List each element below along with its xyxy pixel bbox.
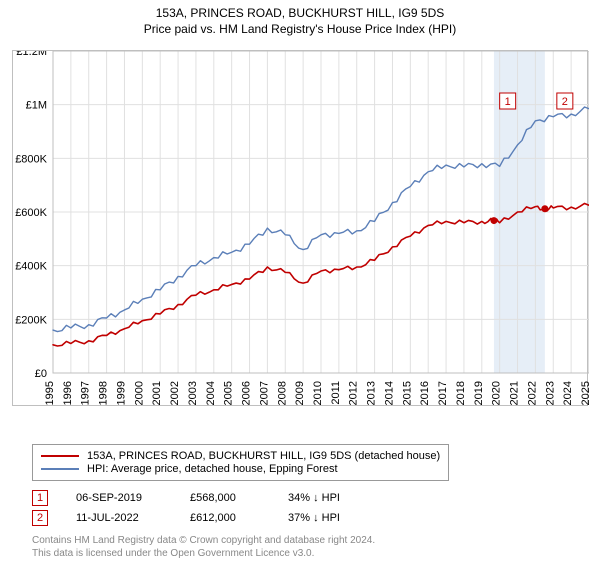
page-subtitle: Price paid vs. HM Land Registry's House … [0,22,600,36]
svg-text:2001: 2001 [151,381,163,405]
svg-text:1997: 1997 [80,381,92,405]
svg-text:2020: 2020 [491,381,503,405]
legend-row: HPI: Average price, detached house, Eppi… [41,463,440,475]
svg-text:2011: 2011 [330,381,342,405]
chart-container: 153A, PRINCES ROAD, BUCKHURST HILL, IG9 … [0,6,600,566]
svg-text:2021: 2021 [509,381,521,405]
svg-text:2016: 2016 [419,381,431,405]
svg-text:2005: 2005 [223,381,235,405]
legend-label: HPI: Average price, detached house, Eppi… [87,463,338,475]
svg-text:1995: 1995 [44,381,56,405]
svg-text:£1M: £1M [26,100,47,112]
transaction-marker: 1 [32,490,48,506]
svg-text:£400K: £400K [15,261,47,273]
transaction-row: 2 11-JUL-2022 £612,000 37% ↓ HPI [32,510,358,526]
chart-svg: £0 £200K £400K £600K £800K £1M £1.2M 1995 1996 19… [13,51,589,407]
svg-text:2002: 2002 [169,381,181,405]
transactions-table: 1 06-SEP-2019 £568,000 34% ↓ HPI 2 11-JUL-202… [32,486,358,530]
credits-line2: This data is licensed under the Open Gov… [32,547,375,560]
transaction-date: 11-JUL-2022 [76,512,162,524]
svg-text:1: 1 [505,96,511,108]
transaction-marker: 2 [32,510,48,526]
transaction-date: 06-SEP-2019 [76,492,162,504]
legend-label: 153A, PRINCES ROAD, BUCKHURST HILL, IG9 … [87,450,440,462]
svg-text:2022: 2022 [526,381,538,405]
legend-swatch [41,455,79,457]
credits-text: Contains HM Land Registry data © Crown c… [32,534,375,560]
transaction-delta: 37% ↓ HPI [288,512,358,524]
svg-text:1996: 1996 [62,381,74,405]
svg-text:£200K: £200K [15,314,47,326]
transaction-price: £612,000 [190,512,260,524]
svg-text:2004: 2004 [205,381,217,405]
svg-text:£600K: £600K [15,207,47,219]
svg-text:2019: 2019 [473,381,485,405]
svg-text:1998: 1998 [98,381,110,405]
transaction-row: 1 06-SEP-2019 £568,000 34% ↓ HPI [32,490,358,506]
svg-text:2010: 2010 [312,381,324,405]
svg-text:2018: 2018 [455,381,467,405]
svg-text:2017: 2017 [437,381,449,405]
transaction-price: £568,000 [190,492,260,504]
svg-text:2015: 2015 [401,381,413,405]
svg-text:2003: 2003 [187,381,199,405]
svg-text:£800K: £800K [15,153,47,165]
credits-line1: Contains HM Land Registry data © Crown c… [32,534,375,547]
svg-text:2007: 2007 [258,381,270,405]
chart-plot-area: £0 £200K £400K £600K £800K £1M £1.2M 1995 1996 19… [12,50,588,406]
svg-text:1999: 1999 [115,381,127,405]
legend-row: 153A, PRINCES ROAD, BUCKHURST HILL, IG9 … [41,450,440,462]
svg-text:2: 2 [562,96,568,108]
svg-text:£1.2M: £1.2M [16,51,47,58]
svg-text:2006: 2006 [241,381,253,405]
legend-swatch [41,468,79,470]
page-title: 153A, PRINCES ROAD, BUCKHURST HILL, IG9 … [0,6,600,20]
svg-text:2025: 2025 [580,381,589,405]
transaction-delta: 34% ↓ HPI [288,492,358,504]
legend-box: 153A, PRINCES ROAD, BUCKHURST HILL, IG9 … [32,444,449,481]
svg-text:2023: 2023 [544,381,556,405]
svg-text:2009: 2009 [294,381,306,405]
svg-text:2014: 2014 [383,381,395,405]
svg-text:2000: 2000 [133,381,145,405]
svg-text:£0: £0 [35,368,47,380]
svg-text:2024: 2024 [562,381,574,405]
svg-text:2012: 2012 [348,381,360,405]
svg-text:2013: 2013 [366,381,378,405]
svg-text:2008: 2008 [276,381,288,405]
